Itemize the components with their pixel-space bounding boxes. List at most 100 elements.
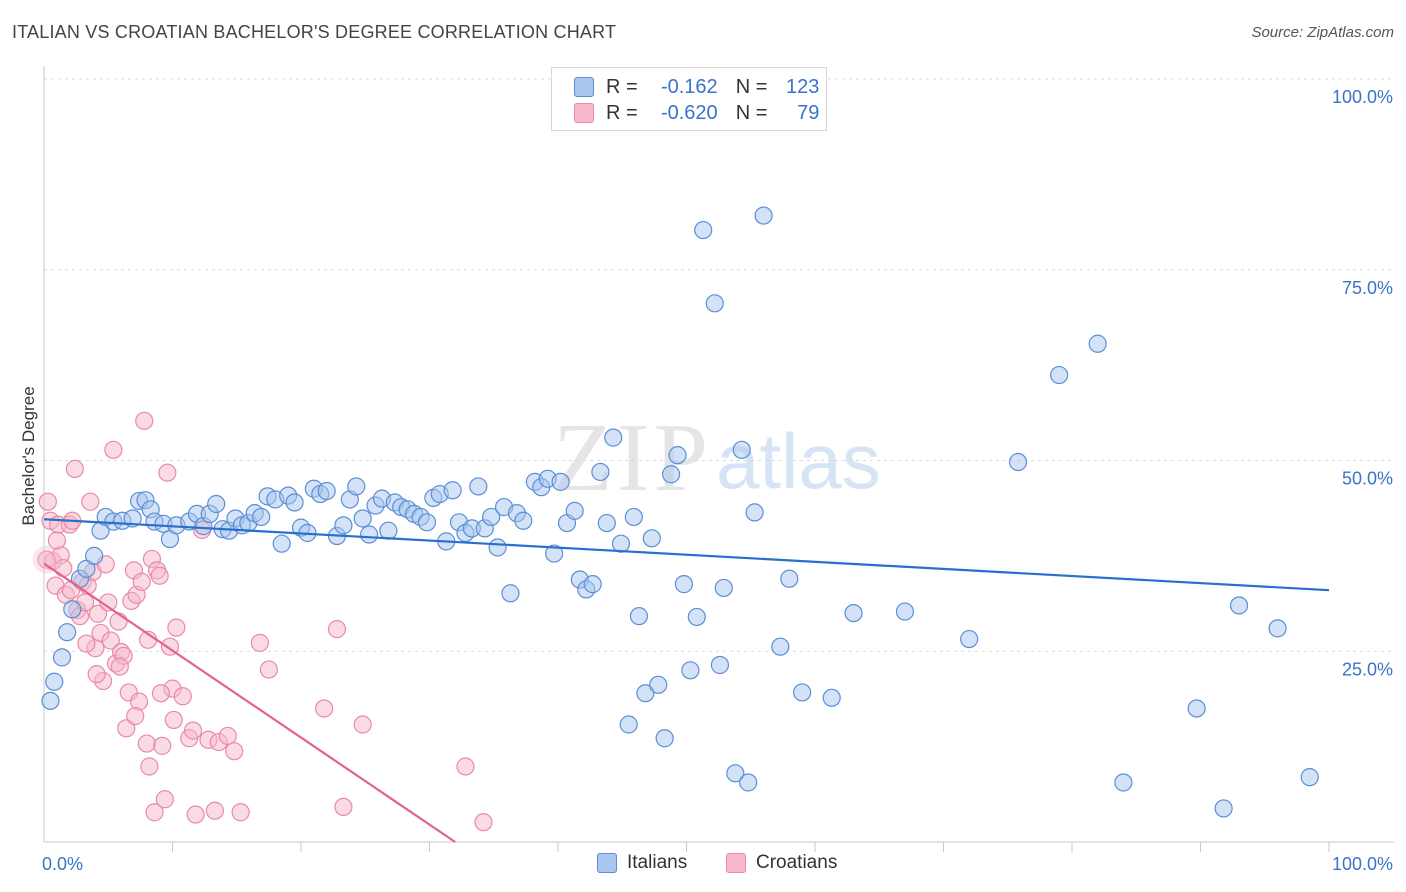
croatian-point	[145, 803, 164, 822]
italian-point	[488, 538, 507, 557]
italian-point	[714, 578, 733, 598]
croatian-point	[140, 757, 159, 776]
italian-point	[745, 503, 764, 522]
croatian-point	[135, 411, 154, 430]
croatian-point	[153, 736, 172, 755]
italian-point	[285, 493, 304, 512]
croatian-point	[110, 657, 129, 676]
croatians-r-value: -0.620	[660, 101, 718, 124]
italian-point	[895, 602, 915, 621]
italian-point	[960, 629, 979, 649]
croatian-point	[327, 620, 347, 639]
italian-point	[1300, 768, 1319, 787]
italian-point	[545, 544, 564, 563]
italians-swatch	[597, 853, 617, 873]
italian-point	[597, 513, 616, 533]
italian-point	[642, 529, 661, 548]
croatian-point	[47, 531, 66, 550]
grid	[44, 78, 1394, 652]
italian-point	[1268, 619, 1287, 638]
legend-n-label: N =	[735, 75, 768, 98]
italian-point	[123, 509, 142, 528]
italian-point	[551, 472, 570, 491]
watermark: ZIP atlas	[553, 404, 881, 512]
italian-point	[41, 691, 60, 710]
italian-point	[1214, 799, 1233, 818]
croatian-point	[186, 805, 205, 824]
bottom-legend-croatians: Croatians	[726, 852, 837, 874]
italian-point	[52, 648, 72, 667]
italian-point	[674, 575, 694, 594]
croatian-point	[259, 660, 278, 679]
croatians-legend-label: Croatians	[756, 852, 838, 873]
legend-row-croatians: R = -0.620 N = 79	[574, 100, 819, 126]
italian-point	[45, 672, 64, 691]
italian-point	[732, 440, 751, 459]
italian-point	[771, 637, 790, 656]
italian-point	[360, 525, 379, 544]
croatian-point	[173, 687, 192, 706]
italian-point	[63, 600, 82, 619]
croatians-points	[32, 411, 493, 832]
croatian-point	[164, 710, 183, 730]
legend: R = -0.162 N = 123 R = -0.620 N = 79	[551, 67, 827, 131]
y-axis-label: Bachelor's Degree	[19, 386, 38, 525]
italian-point	[822, 688, 841, 707]
croatian-point	[218, 726, 237, 746]
italians-swatch	[574, 77, 594, 97]
croatian-point	[81, 492, 100, 511]
italian-point	[604, 428, 623, 447]
italian-point	[85, 546, 104, 565]
croatian-point	[315, 699, 334, 718]
croatian-point	[101, 631, 120, 650]
croatian-point	[334, 797, 353, 817]
italian-point	[636, 684, 655, 703]
croatian-point	[205, 801, 225, 820]
italian-point	[207, 494, 226, 514]
italians-points	[41, 206, 1319, 818]
y-tick-label: 25.0%	[1342, 659, 1393, 679]
italian-point	[443, 481, 462, 500]
italian-point	[1050, 365, 1069, 385]
italians-legend-label: Italians	[627, 852, 688, 873]
croatian-point	[250, 633, 269, 652]
croatian-point	[158, 463, 177, 482]
axes	[43, 66, 1394, 852]
italian-point	[1008, 452, 1028, 472]
italians-trendline	[43, 518, 1330, 592]
italians-r-value: -0.162	[660, 75, 718, 98]
croatian-point	[88, 604, 108, 623]
croatian-point	[231, 803, 250, 822]
legend-n-label: N =	[735, 101, 768, 124]
italian-point	[1088, 334, 1107, 353]
croatian-point	[104, 440, 123, 459]
italian-point	[379, 521, 398, 540]
bottom-legend-italians: Italians	[597, 852, 687, 874]
croatians-swatch	[574, 103, 594, 123]
x-tick-label: 0.0%	[42, 854, 83, 874]
italian-point	[347, 477, 366, 496]
italian-point	[661, 465, 681, 484]
italian-point	[317, 481, 336, 501]
italian-point	[514, 511, 533, 530]
italian-point	[629, 607, 649, 626]
italian-point	[469, 477, 488, 496]
italian-point	[1114, 773, 1133, 792]
croatian-point	[126, 707, 145, 726]
tick-labels: 25.0% 50.0% 75.0% 100.0% 0.0% 100.0%	[42, 87, 1393, 874]
y-tick-label: 100.0%	[1332, 87, 1393, 107]
source-label: Source: ZipAtlas.com	[1251, 24, 1394, 41]
croatian-point	[38, 492, 57, 511]
croatian-point	[37, 550, 56, 569]
italian-point	[649, 675, 668, 694]
italian-point	[583, 575, 602, 594]
italian-point	[844, 603, 863, 623]
italians-n-value: 123	[786, 75, 820, 98]
croatian-point	[109, 612, 128, 631]
x-tick-label: 100.0%	[1332, 854, 1393, 874]
italian-point	[252, 507, 271, 527]
italian-point	[710, 655, 730, 675]
italian-point	[726, 764, 745, 783]
italian-point	[58, 623, 77, 642]
